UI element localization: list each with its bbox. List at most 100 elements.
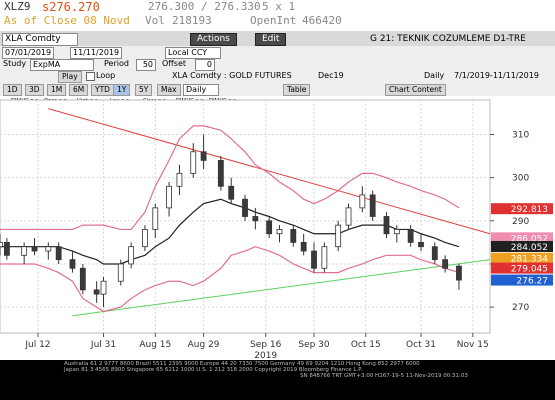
price-tag-label: 276.27	[517, 277, 549, 287]
end-date[interactable]: 11/11/2019	[70, 47, 123, 59]
security-field[interactable]: XLA Comdty	[2, 33, 78, 46]
candle-body	[407, 229, 414, 243]
y-tick-label: 300	[512, 174, 529, 184]
range-button[interactable]: 1D	[3, 84, 22, 96]
loop-checkbox[interactable]	[86, 72, 95, 81]
range-button[interactable]: 3D	[25, 84, 44, 96]
candle-body	[276, 229, 283, 235]
candle-body	[166, 185, 172, 209]
range-button[interactable]: 1Y	[113, 84, 131, 96]
candle-body	[217, 160, 224, 187]
candle-body	[300, 241, 307, 252]
x-tick-label: Aug 15	[139, 340, 171, 350]
candle-body	[252, 216, 259, 222]
candle-body	[4, 241, 10, 256]
daily-select[interactable]: Daily	[183, 84, 219, 96]
chart-content-button[interactable]: Chart Content	[385, 84, 446, 96]
candle-body	[242, 198, 248, 217]
x-tick-label: Jul 12	[24, 340, 50, 350]
candle-body	[266, 220, 273, 235]
study-label: Study	[3, 59, 27, 68]
oi: 466420	[302, 14, 342, 27]
price-tag-label: 279.045	[511, 265, 548, 275]
table-button[interactable]: Table	[283, 84, 311, 96]
as-of: As of Close 08 Novd	[4, 14, 130, 27]
range-button[interactable]: YTD	[91, 84, 114, 96]
indicator-line	[0, 125, 460, 231]
x-tick-label: Oct 15	[351, 340, 381, 350]
period-input[interactable]: 50	[136, 59, 156, 71]
candle-body	[200, 151, 207, 161]
footer-line: Australia 61 2 9777 8600 Brazil 5511 239…	[64, 361, 420, 367]
candle-body	[45, 246, 52, 252]
y-tick-label: 310	[512, 131, 529, 141]
vol-label: Vol	[145, 14, 165, 27]
candle-body	[431, 246, 438, 261]
candle-body	[369, 194, 376, 217]
start-date[interactable]: 07/01/2019	[2, 47, 55, 59]
y-tick-label: 290	[512, 217, 529, 227]
candle-body	[69, 259, 76, 269]
x-tick-label: Oct 31	[406, 340, 436, 350]
study-select[interactable]: ExpMA	[30, 59, 94, 71]
frequency: Daily	[424, 71, 445, 80]
candle-body	[79, 267, 86, 291]
candle-body	[0, 241, 3, 248]
candle-body	[383, 216, 390, 235]
oi-label: OpenInt	[250, 14, 297, 27]
candle-body	[335, 224, 342, 248]
indicator-line	[0, 198, 460, 265]
indicator-line	[0, 246, 460, 313]
chart-name: XLA Comdty : GOLD FUTURES	[172, 71, 292, 80]
actions-menu[interactable]: Actions	[190, 33, 237, 46]
date-range: 7/1/2019-11/11/2019	[454, 71, 539, 80]
loop-label: Loop	[96, 71, 116, 80]
footer: Australia 61 2 9777 8600 Brazil 5511 239…	[0, 360, 555, 400]
offset-label: Offset	[162, 59, 187, 68]
play-button[interactable]: Play	[58, 71, 82, 83]
range-button[interactable]: Max	[157, 84, 181, 96]
candle-body	[100, 280, 107, 295]
candle-body	[117, 263, 124, 282]
price-tag	[491, 262, 553, 274]
page-title: G 21: TEKNIK COZUMLEME D1-TRE	[370, 34, 526, 44]
candle-body	[311, 250, 317, 269]
offset-input[interactable]: 0	[195, 59, 215, 71]
range-button[interactable]: 5Y	[135, 84, 153, 96]
range-button[interactable]: 6M	[69, 84, 89, 96]
x-tick-label: Sep 30	[298, 340, 330, 350]
candle-body	[456, 265, 462, 281]
price-tag-label: 286.052	[511, 234, 548, 244]
price-tag-label: 281.334	[511, 255, 548, 265]
candle-body	[21, 246, 28, 256]
size: 5 x 1	[262, 0, 296, 13]
candle-body	[321, 246, 328, 269]
x-tick-label: Sep 16	[250, 340, 282, 350]
price-tag	[491, 203, 553, 215]
trend-line	[72, 259, 491, 317]
price-tag	[491, 252, 553, 264]
bid-ask: 276.300 / 276.330	[148, 0, 261, 13]
price-tag-label: 284.052	[511, 243, 548, 253]
candle-body	[393, 229, 400, 235]
range-button[interactable]: 1M	[47, 84, 67, 96]
footer-line: SN 848766 TRT GMT+3:00 H267-19-5 11-Nov-…	[300, 373, 468, 379]
price-tag	[491, 232, 553, 244]
candle-body	[418, 241, 424, 248]
candle-body	[228, 185, 235, 200]
x-tick-label: Nov 15	[457, 340, 489, 350]
x-tick-label: Jul 31	[90, 340, 116, 350]
ticker: XLZ9	[4, 0, 31, 13]
currency-select[interactable]: Local CCY	[165, 47, 221, 59]
price-tag	[491, 240, 553, 252]
x-sublabel: 2019	[254, 351, 277, 360]
vol: 218193	[172, 14, 212, 27]
candle-body	[176, 172, 183, 187]
period-label: Period	[104, 59, 129, 68]
candle-body	[442, 259, 449, 269]
candle-body	[93, 289, 100, 295]
edit-menu[interactable]: Edit	[255, 33, 287, 46]
price-tag	[491, 274, 553, 286]
